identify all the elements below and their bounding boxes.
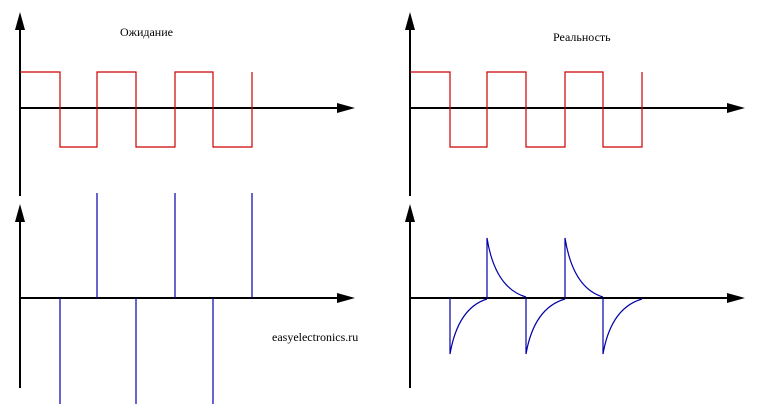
ideal-spike-y-arrow-icon — [15, 204, 25, 222]
real-square-axes — [405, 12, 745, 196]
watermark-text: easyelectronics.ru — [272, 330, 358, 344]
real-spike-y-arrow-icon — [405, 204, 415, 222]
ideal-square-y-arrow-icon — [15, 12, 25, 30]
real-spike-negative-1 — [449, 298, 488, 355]
real-spike-x-arrow-icon — [727, 293, 745, 303]
real-square-x-arrow-icon — [727, 103, 745, 113]
real-square-y-arrow-icon — [405, 12, 415, 30]
real-spike-positive-2 — [564, 237, 604, 298]
ideal-spike-axes — [15, 204, 355, 388]
ideal-title: Ожидание — [120, 25, 173, 39]
real-spike-negative-3 — [602, 298, 643, 355]
real-title: Реальность — [553, 30, 611, 44]
real-spike-axes — [405, 204, 745, 388]
real-spike-positive-1 — [486, 237, 527, 298]
real-square-wave — [410, 71, 643, 148]
ideal-spike-train — [59, 193, 253, 404]
ideal-square-axes — [15, 12, 355, 196]
ideal-square-wave — [20, 71, 253, 148]
real-spike-negative-2 — [525, 298, 566, 355]
ideal-spike-x-arrow-icon — [337, 293, 355, 303]
real-spike-train — [449, 237, 643, 355]
ideal-square-x-arrow-icon — [337, 103, 355, 113]
